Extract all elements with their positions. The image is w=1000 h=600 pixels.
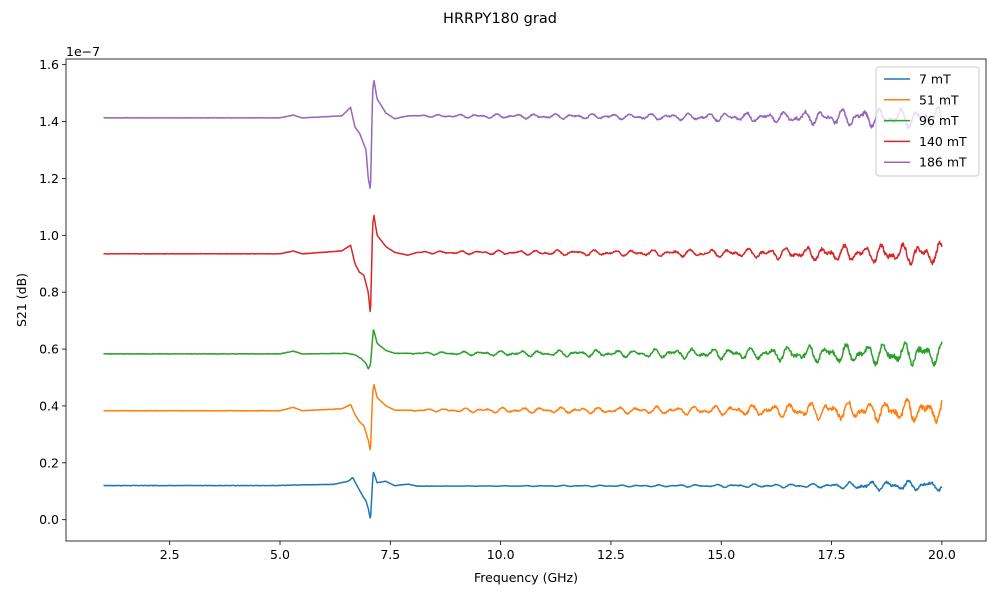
- legend-box: [875, 66, 980, 177]
- legend-label: 140 mT: [919, 134, 967, 149]
- series-line: [103, 214, 943, 313]
- x-tick-label: 10.0: [487, 547, 515, 562]
- legend-label: 7 mT: [919, 72, 951, 87]
- x-tick-label: 17.5: [818, 547, 846, 562]
- legend-label: 96 mT: [919, 113, 959, 128]
- legend: 7 mT 51 mT 96 mT 140 mT 186 mT: [875, 66, 980, 177]
- x-axis-ticks: 2.5 5.0 7.5 10.0 12.5 15.0 17.5 20.0: [160, 541, 956, 562]
- series-line: [103, 329, 943, 370]
- x-axis-label: Frequency (GHz): [474, 570, 578, 585]
- y-axis-ticks: 0.0 0.2 0.4 0.6 0.8 1.0 1.2 1.4 1.6: [39, 57, 66, 527]
- plot-frame: [65, 58, 987, 542]
- legend-label: 51 mT: [919, 92, 959, 107]
- series-line: [103, 79, 943, 189]
- plot-area: [65, 58, 987, 542]
- y-axis-label: S21 (dB): [14, 273, 29, 327]
- y-tick-label: 0.6: [39, 342, 59, 357]
- x-tick-label: 15.0: [707, 547, 735, 562]
- chart-title: HRRPY180 grad: [443, 11, 557, 27]
- x-tick-label: 2.5: [160, 547, 180, 562]
- x-tick-label: 12.5: [597, 547, 625, 562]
- x-tick-label: 5.0: [270, 547, 290, 562]
- x-tick-label: 20.0: [928, 547, 956, 562]
- y-tick-label: 1.2: [39, 171, 59, 186]
- y-tick-label: 0.4: [39, 398, 59, 413]
- y-tick-label: 0.2: [39, 455, 59, 470]
- legend-label: 186 mT: [919, 155, 967, 170]
- y-tick-label: 0.0: [39, 512, 59, 527]
- y-tick-label: 0.8: [39, 285, 59, 300]
- y-tick-label: 1.0: [39, 228, 59, 243]
- y-offset-label: 1e−7: [66, 44, 100, 59]
- y-tick-label: 1.6: [39, 57, 59, 72]
- y-tick-label: 1.4: [39, 114, 59, 129]
- series-line: [103, 471, 943, 519]
- series-group: [103, 79, 943, 519]
- series-line: [103, 383, 943, 451]
- x-tick-label: 7.5: [380, 547, 400, 562]
